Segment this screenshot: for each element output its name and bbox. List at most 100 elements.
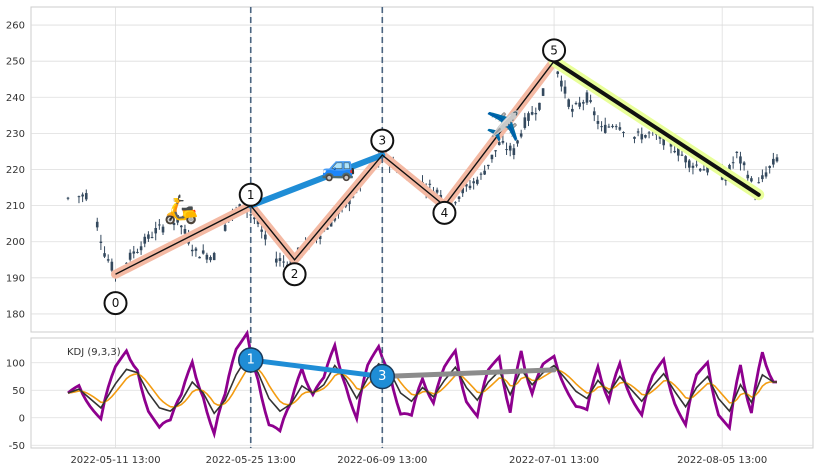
candle-body <box>476 179 479 184</box>
kdj-y-tick-label: 100 <box>6 358 25 369</box>
scooter-icon: 🛵 <box>164 193 199 226</box>
candle-body <box>677 147 680 156</box>
vertical-markers <box>249 7 384 448</box>
candle-body <box>622 132 625 134</box>
pivot-label: 5 <box>550 43 558 57</box>
candle-body <box>501 140 505 143</box>
candle-body <box>497 142 501 145</box>
kdj-pivot-label: 1 <box>247 353 255 368</box>
candle-body <box>253 217 256 220</box>
candle-body <box>728 164 731 171</box>
candle-body <box>106 259 110 261</box>
candle-body <box>702 169 706 171</box>
candle-body <box>589 100 592 102</box>
car-icon: 🚙 <box>321 149 356 182</box>
kdj-pivot-marker <box>237 347 264 373</box>
candle-body <box>209 257 212 261</box>
candle-body <box>582 102 585 104</box>
candle-body <box>636 131 640 133</box>
candle-body <box>223 225 227 231</box>
candle-body <box>326 227 329 230</box>
candle-body <box>750 178 753 182</box>
candle-body <box>172 223 176 225</box>
x-tick-label: 2022-05-11 13:00 <box>70 455 160 466</box>
candle-body <box>596 120 600 124</box>
pivot-marker <box>432 200 457 225</box>
candle-body <box>563 86 567 94</box>
candle-body <box>143 236 147 244</box>
candle-body <box>150 237 154 239</box>
kdj-d-line <box>67 366 778 408</box>
price-y-tick-label: 220 <box>6 165 25 176</box>
candle-body <box>505 149 508 151</box>
axis-ticks: 180190200210220230240250260-500501002022… <box>6 21 767 466</box>
candle-body <box>125 262 128 264</box>
candle-body <box>633 136 636 139</box>
trend-line <box>247 152 386 209</box>
pivot-marker <box>282 262 307 287</box>
price-y-tick-label: 240 <box>6 93 25 104</box>
kdj-pivot-marker <box>369 363 396 390</box>
kdj-j-line <box>67 329 778 439</box>
candle-body <box>77 196 81 198</box>
candle-body <box>571 108 574 112</box>
candle-body <box>139 246 143 251</box>
candle-body <box>483 170 486 175</box>
candle-body <box>264 234 267 240</box>
price-y-tick-label: 200 <box>6 237 25 248</box>
candle-body <box>147 234 150 239</box>
pivot-label: 1 <box>247 188 255 202</box>
candle-body <box>472 181 475 184</box>
candle-body <box>99 241 103 243</box>
candle-body <box>66 197 70 199</box>
candle-body <box>190 249 194 252</box>
candle-body <box>490 154 494 160</box>
pivot-labels: 0 1 2 3 4 5 <box>103 38 567 316</box>
candle-body <box>516 140 519 144</box>
candle-body <box>329 219 333 227</box>
candle-body <box>618 127 622 130</box>
candle-body <box>201 250 205 254</box>
candle-body <box>161 226 165 233</box>
price-trend-lines <box>247 55 765 209</box>
candle-body <box>103 253 106 257</box>
candle-body <box>465 184 468 187</box>
candle-body <box>644 135 647 138</box>
kdj-title: KDJ (9,3,3) <box>67 347 121 358</box>
candle-body <box>454 202 457 204</box>
candle-body <box>614 126 618 128</box>
candle-body <box>585 92 589 103</box>
candle-body <box>158 224 161 226</box>
candle-body <box>611 125 614 128</box>
kdj-y-tick-label: 0 <box>19 413 25 424</box>
pivot-marker <box>238 182 263 207</box>
pivot-label: 3 <box>378 134 386 148</box>
candle-body <box>603 124 607 133</box>
price-y-tick-label: 210 <box>6 201 25 212</box>
candle-body <box>132 251 136 254</box>
candle-body <box>757 182 761 184</box>
candle-body <box>698 168 702 171</box>
candle-body <box>275 258 278 263</box>
price-y-tick-label: 190 <box>6 273 25 284</box>
candle-body <box>468 185 472 189</box>
candle-body <box>519 133 523 137</box>
kdj-y-tick-label: 50 <box>12 386 25 397</box>
candle-body <box>494 150 497 152</box>
kdj-pivot-label: 3 <box>378 369 386 384</box>
candle-body <box>84 193 88 200</box>
candle-body <box>508 145 512 151</box>
candle-body <box>534 112 538 115</box>
pivot-label: 4 <box>441 206 449 220</box>
pivot-marker <box>103 291 128 316</box>
kdj-k-line <box>67 355 777 415</box>
candle-body <box>479 173 483 175</box>
candle-body <box>176 215 179 223</box>
candle-body <box>527 113 530 121</box>
candle-body <box>523 117 527 128</box>
candle-body <box>673 150 676 153</box>
candle-body <box>775 157 779 162</box>
candle-body <box>435 189 439 193</box>
